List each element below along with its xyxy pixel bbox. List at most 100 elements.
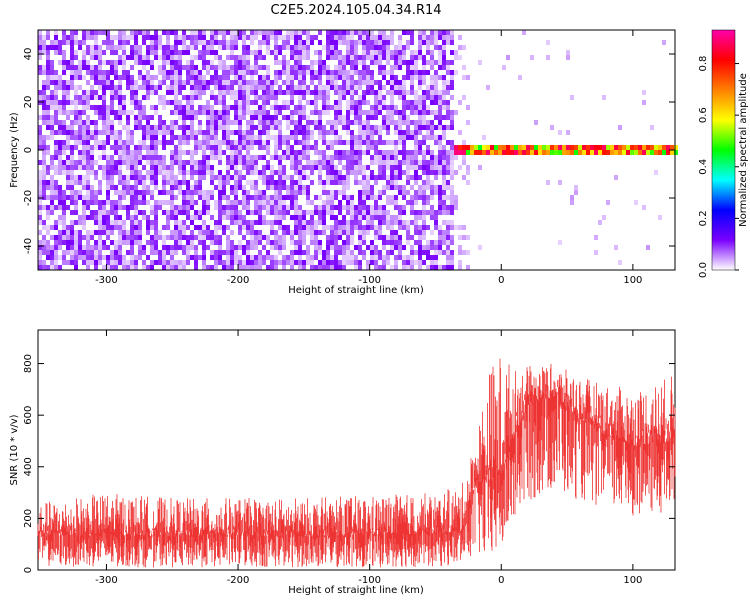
spectrogram-cell [338, 225, 342, 230]
spectrogram-cell [330, 45, 334, 50]
spectrogram-cell [410, 175, 414, 180]
spectrogram-cell [198, 55, 202, 60]
spectrogram-cell [290, 145, 294, 150]
spectrogram-cell [446, 115, 450, 120]
spectrogram-cell [270, 205, 274, 210]
spectrogram-cell [206, 165, 210, 170]
spectrogram-cell [414, 240, 418, 245]
spectrogram-cell [118, 175, 122, 180]
spectrogram-cell [394, 90, 398, 95]
spectrogram-cell [338, 85, 342, 90]
spectrogram-cell [162, 60, 166, 65]
spectrogram-cell [74, 165, 78, 170]
spectrogram-cell [74, 255, 78, 260]
spectrogram-cell [74, 265, 78, 270]
spectrogram-cell [310, 160, 314, 165]
spectrogram-cell [262, 260, 266, 265]
spectrogram-cell [350, 95, 354, 100]
spectrogram-cell [230, 230, 234, 235]
y-tick-label: 200 [23, 509, 34, 528]
spectrogram-cell [50, 225, 54, 230]
spectrogram-cell [238, 135, 242, 140]
spectrogram-cell [354, 105, 358, 110]
spectrogram-cell [218, 140, 222, 145]
spectrogram-cell [298, 205, 302, 210]
spectrogram-cell [442, 55, 446, 60]
spectrogram-cell [434, 160, 438, 165]
spectrogram-cell [226, 140, 230, 145]
spectrogram-cell [134, 235, 138, 240]
spectrogram-cell [142, 200, 146, 205]
spectrogram-cell [142, 125, 146, 130]
spectrogram-cell [258, 105, 262, 110]
spectrogram-cell [294, 165, 298, 170]
spectrogram-cell [166, 55, 170, 60]
spectrogram-cell [450, 160, 454, 165]
spectrogram-cell [114, 140, 118, 145]
spectrogram-cell [338, 160, 342, 165]
spectrogram-cell [166, 250, 170, 255]
spectrogram-cell [306, 210, 310, 215]
spectrogram-cell [162, 120, 166, 125]
spectrogram-cell [350, 255, 354, 260]
spectrogram-cell [282, 240, 286, 245]
spectrogram-cell [362, 165, 366, 170]
spectrogram-cell [150, 235, 154, 240]
spectrogram-cell [130, 110, 134, 115]
spectrogram-cell [238, 120, 242, 125]
spectrogram-cell [314, 110, 318, 115]
spectrogram-cell [434, 190, 438, 195]
spectrogram-cell [318, 205, 322, 210]
spectrogram-cell [334, 245, 338, 250]
spectrogram-cell [74, 70, 78, 75]
spectrogram-cell [262, 90, 266, 95]
spectrogram-cell [430, 260, 434, 265]
spectrogram-cell [342, 195, 346, 200]
spectrogram-cell [290, 150, 294, 155]
spectrogram-cell [334, 175, 338, 180]
spectrogram-cell [334, 35, 338, 40]
spectrogram-cell [418, 105, 422, 110]
spectrogram-cell [82, 150, 86, 155]
spectrogram-cell [390, 120, 394, 125]
spectrogram-cell [290, 75, 294, 80]
spectrogram-cell [194, 245, 198, 250]
spectrogram-cell [198, 165, 202, 170]
spectrogram-cell [326, 50, 330, 55]
spectrogram-cell [206, 120, 210, 125]
spectrogram-cell [150, 90, 154, 95]
snr-y-label: SNR (10 * v/v) [9, 414, 20, 485]
spectrogram-cell [82, 205, 86, 210]
spectrogram-cell [130, 95, 134, 100]
spectrogram-cell [174, 65, 178, 70]
spectrogram-cell [310, 110, 314, 115]
spectrogram-cell [318, 220, 322, 225]
spectrogram-cell [190, 70, 194, 75]
spectrogram-cell [110, 230, 114, 235]
spectrogram-cell [202, 235, 206, 240]
spectrogram-cell [402, 210, 406, 215]
spectrogram-cell [110, 170, 114, 175]
spectrogram-cell [246, 160, 250, 165]
spectrogram-cell [402, 75, 406, 80]
spectrogram-cell [274, 100, 278, 105]
spectrogram-cell [234, 215, 238, 220]
spectrogram-cell [446, 30, 450, 35]
spectrogram-cell [418, 55, 422, 60]
spectrogram-cell [326, 120, 330, 125]
spectrogram-cell [366, 175, 370, 180]
spectrogram-cell [306, 130, 310, 135]
spectrogram-cell [378, 235, 382, 240]
spectrogram-cell [178, 240, 182, 245]
spectrogram-cell [238, 85, 242, 90]
spectrogram-cell [178, 225, 182, 230]
spectrogram-cell [394, 125, 398, 130]
spectrogram-cell [402, 120, 406, 125]
spectrogram-cell [262, 125, 266, 130]
spectrogram-cell [242, 65, 246, 70]
spectrogram-cell [42, 235, 46, 240]
spectrogram-cell [202, 265, 206, 270]
spectrogram-cell [78, 195, 82, 200]
spectrogram-cell [370, 35, 374, 40]
spectrogram-cell [254, 110, 258, 115]
